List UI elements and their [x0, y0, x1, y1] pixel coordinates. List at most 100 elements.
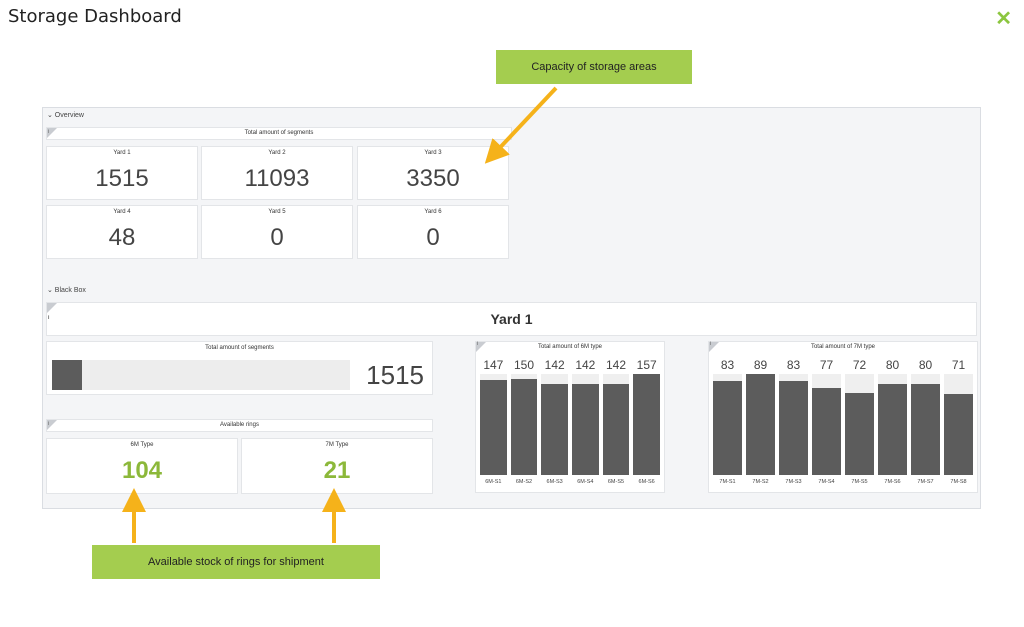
- segments-progress-fill: [52, 360, 82, 390]
- rings-panel-header: i Available rings: [46, 419, 433, 432]
- yard-value: 1515: [95, 165, 149, 192]
- bar[interactable]: [911, 384, 940, 475]
- ring-type-label: 7M Type: [325, 442, 349, 448]
- bar-value-label: 142: [575, 358, 596, 372]
- info-icon[interactable]: i: [709, 341, 719, 352]
- bar-value-label: 142: [605, 358, 626, 372]
- bar-track: [602, 374, 630, 475]
- yard-label: Yard 6: [424, 209, 442, 215]
- bar-track: [911, 374, 940, 475]
- page-title: Storage Dashboard: [8, 6, 182, 27]
- info-icon[interactable]: i: [47, 420, 57, 430]
- bar-value-label: 80: [885, 358, 900, 372]
- yard-6-stat: Yard 6 0: [357, 205, 509, 259]
- bar[interactable]: [510, 378, 538, 475]
- bar[interactable]: [541, 383, 568, 475]
- bar-value-label: 89: [753, 358, 768, 372]
- bar[interactable]: [746, 374, 775, 475]
- bar-category-label: 6M-S1: [485, 479, 502, 485]
- yard-label: Yard 5: [268, 209, 286, 215]
- yard-5-stat: Yard 5 0: [201, 205, 353, 259]
- segments-panel: Total amount of segments 1515: [46, 341, 433, 395]
- bar-category-label: 7M-S7: [917, 479, 934, 485]
- bar-category-label: 7M-S2: [752, 479, 769, 485]
- bar-value-label: 150: [513, 358, 534, 372]
- bar-value-label: 83: [786, 358, 801, 372]
- bar[interactable]: [779, 380, 808, 475]
- segments-panel-title: Total amount of segments: [205, 345, 274, 351]
- ring-type-label: 6M Type: [130, 442, 154, 448]
- bar-category-label: 6M-S3: [546, 479, 563, 485]
- bar-value-label: 77: [819, 358, 834, 372]
- bar[interactable]: [633, 374, 660, 475]
- overview-section-toggle[interactable]: ⌄ Overview: [47, 112, 84, 119]
- rings-panel-title: Available rings: [220, 422, 259, 428]
- bar-track: [713, 374, 742, 475]
- bar-track: [845, 374, 874, 475]
- yard-3-stat: Yard 3 3350: [357, 146, 509, 200]
- bar[interactable]: [602, 383, 630, 475]
- bar-value-label: 72: [852, 358, 867, 372]
- bar-category-label: 7M-S8: [950, 479, 967, 485]
- bar-track: [746, 374, 775, 475]
- overview-panel-title: Total amount of segments: [244, 130, 314, 136]
- bar[interactable]: [845, 393, 874, 475]
- bar-value-label: 83: [720, 358, 735, 372]
- bar-track: [480, 374, 507, 475]
- yard-title: Yard 1: [490, 311, 533, 327]
- chart-title: Total amount of 6M type: [537, 344, 603, 350]
- ring-type-value: 104: [121, 457, 163, 484]
- bar-track: [510, 374, 538, 475]
- yard-label: Yard 2: [268, 150, 286, 156]
- bar[interactable]: [944, 394, 973, 475]
- bar-track: [812, 374, 841, 475]
- bar-track: [878, 374, 907, 475]
- bar-track: [633, 374, 660, 475]
- bar[interactable]: [812, 387, 841, 475]
- info-icon[interactable]: i: [476, 341, 486, 352]
- stock-callout: Available stock of rings for shipment: [92, 545, 380, 579]
- segments-progress-track: [52, 360, 350, 390]
- bar-category-label: 7M-S3: [785, 479, 802, 485]
- bar-value-label: 71: [951, 358, 966, 372]
- bar[interactable]: [878, 384, 907, 475]
- bar-track: [541, 374, 568, 475]
- bar-category-label: 7M-S1: [719, 479, 736, 485]
- info-icon[interactable]: i: [47, 128, 57, 138]
- yard-label: Yard 3: [424, 150, 442, 156]
- capacity-arrow: [484, 86, 558, 164]
- bar-track: [779, 374, 808, 475]
- info-icon[interactable]: i: [47, 303, 57, 321]
- bar-category-label: 6M-S2: [515, 479, 533, 485]
- capacity-callout: Capacity of storage areas: [496, 50, 692, 84]
- yard-value: 3350: [406, 165, 460, 192]
- bar-category-label: 7M-S4: [818, 479, 835, 485]
- bar-category-label: 6M-S4: [577, 479, 594, 485]
- segments-value: 1515: [366, 360, 424, 390]
- close-icon[interactable]: ✕: [995, 8, 1012, 30]
- bar[interactable]: [480, 380, 507, 475]
- dashboard-panel: ⌄ Overview i Total amount of segments Ya…: [42, 107, 981, 509]
- yard-value: 0: [426, 224, 440, 251]
- overview-panel-header: i Total amount of segments: [46, 127, 512, 140]
- yard-value: 0: [270, 224, 284, 251]
- ring-7m-stat: 7M Type 21: [241, 438, 433, 494]
- bar-track: [572, 374, 599, 475]
- bar-category-label: 6M-S6: [638, 479, 655, 485]
- yard-title-panel: i Yard 1: [46, 302, 977, 336]
- blackbox-section-toggle[interactable]: ⌄ Black Box: [47, 287, 86, 294]
- bar-category-label: 7M-S6: [884, 479, 901, 485]
- yard-value: 11093: [244, 165, 310, 192]
- bar-value-label: 157: [636, 358, 657, 372]
- bar[interactable]: [713, 380, 742, 475]
- yard-label: Yard 4: [113, 209, 131, 215]
- ring-6m-stat: 6M Type 104: [46, 438, 238, 494]
- bar-value-label: 80: [918, 358, 933, 372]
- bar-category-label: 6M-S5: [607, 479, 625, 485]
- bar[interactable]: [572, 383, 599, 475]
- yard-value: 48: [108, 224, 136, 251]
- bar-category-label: 7M-S5: [851, 479, 868, 485]
- chart-6m-type: i Total amount of 6M type 147 6M-S1 150 6M-…: [475, 341, 665, 493]
- chart-7m-type: i Total amount of 7M type 83 7M-S1 89 7M-S2…: [708, 341, 978, 493]
